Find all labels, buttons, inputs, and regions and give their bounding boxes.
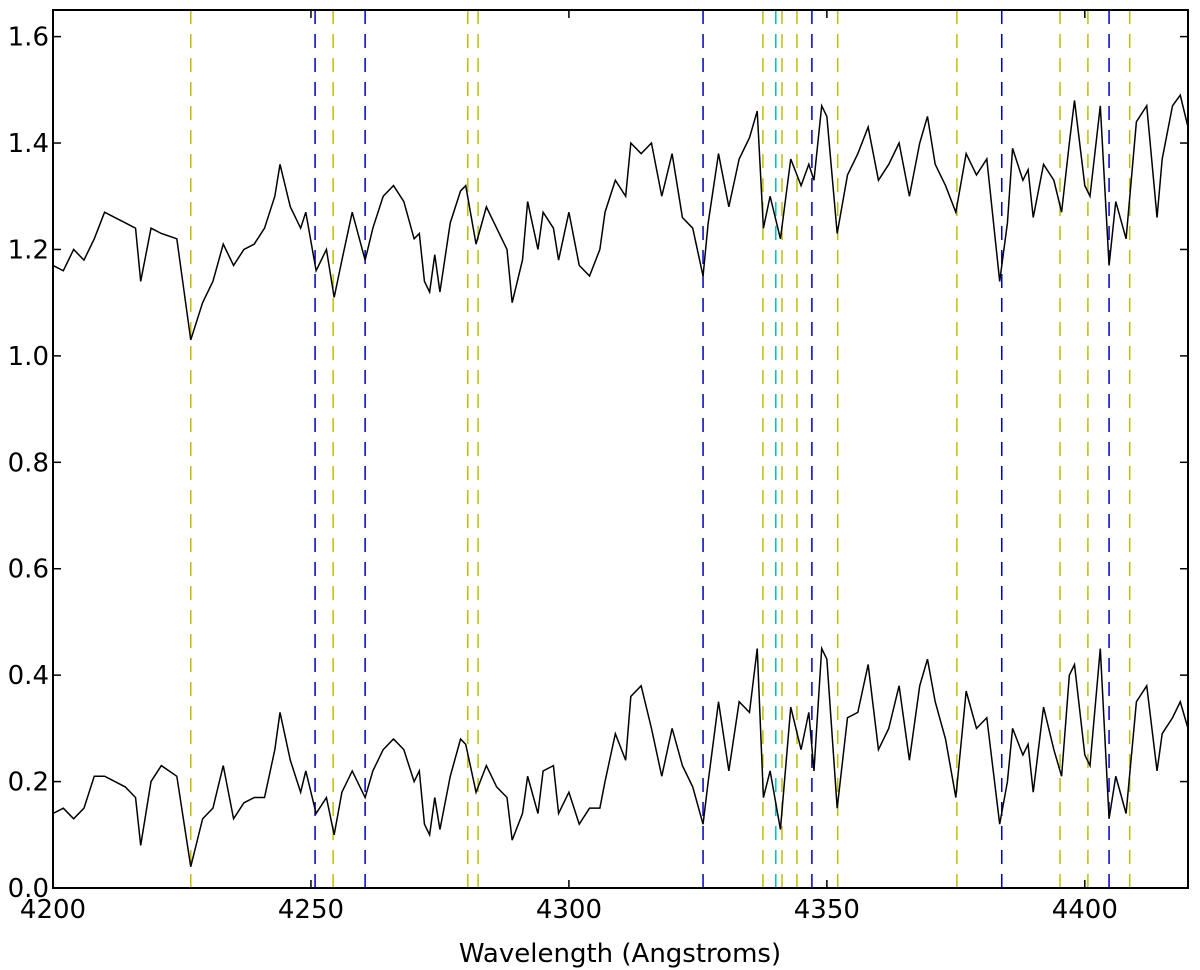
y-tick-label: 0.4 <box>8 661 49 691</box>
y-tick-label: 1.0 <box>8 342 49 372</box>
y-tick-label: 1.4 <box>8 129 49 159</box>
spectrum-line <box>52 645 1189 867</box>
x-tick-label: 4250 <box>278 895 344 925</box>
x-axis-label: Wavelength (Angstroms) <box>459 939 781 969</box>
y-tick-label: 1.2 <box>8 235 49 265</box>
y-tick-label: 0.6 <box>8 555 49 585</box>
y-tick-label: 0.2 <box>8 768 49 798</box>
x-tick-label: 4400 <box>1052 895 1118 925</box>
x-tick-label: 4300 <box>536 895 602 925</box>
x-tick-label: 4200 <box>20 895 86 925</box>
y-tick-label: 0.8 <box>8 448 49 478</box>
y-tick-label: 1.6 <box>8 23 49 53</box>
x-tick-label: 4350 <box>794 895 860 925</box>
spectrum-line <box>52 93 1189 341</box>
y-tick-label: 0.0 <box>8 874 49 904</box>
plot-frame <box>52 9 1189 889</box>
